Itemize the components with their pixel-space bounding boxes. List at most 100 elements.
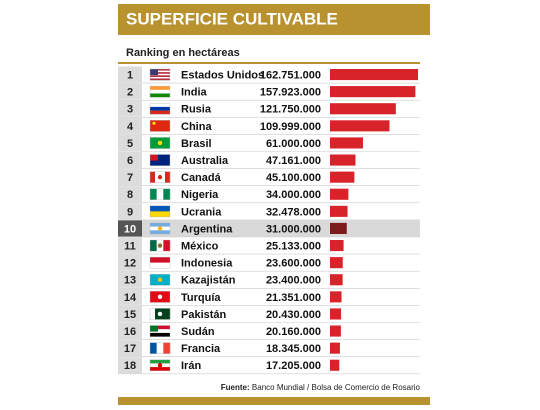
- flag-stripe: [150, 262, 170, 269]
- flag-border: [149, 359, 171, 372]
- flag-emblem: [157, 277, 163, 282]
- flag-stripe: [150, 257, 170, 263]
- value-label: 109.999.000: [260, 121, 321, 133]
- flag-stripe: [155, 171, 161, 183]
- country: Kazajistán: [181, 275, 236, 287]
- flag-stripe: [150, 75, 170, 78]
- value-label: 31.000.000: [266, 223, 321, 235]
- rank: 15: [124, 309, 136, 321]
- country: Sudán: [181, 326, 215, 338]
- value-label: 20.160.000: [266, 326, 321, 338]
- flag-stripe: [150, 240, 157, 252]
- flag: [149, 308, 171, 320]
- flag-emblem: [157, 174, 163, 180]
- rank: 16: [124, 326, 136, 338]
- flag-border: [149, 154, 171, 166]
- country: Estados Unidos: [181, 69, 264, 81]
- flag: [149, 359, 171, 372]
- rank: 7: [127, 172, 133, 184]
- flag-border: [149, 342, 171, 354]
- rank: 6: [127, 155, 133, 167]
- flag-border: [149, 274, 171, 286]
- flag-border: [149, 102, 171, 115]
- flag-stripe: [160, 171, 166, 183]
- flag-stripe: [163, 342, 171, 354]
- rank: 10: [124, 223, 136, 235]
- rank-cell: [118, 340, 142, 357]
- value-label: 23.600.000: [266, 258, 321, 270]
- country: China: [181, 121, 212, 133]
- bar: [330, 188, 349, 200]
- flag-stripe: [150, 110, 170, 115]
- flag: [149, 85, 171, 98]
- rank-cell: [118, 305, 142, 322]
- flag-border: [149, 222, 171, 235]
- flag-stripe: [160, 308, 166, 320]
- flag-border: [149, 85, 171, 98]
- flag: [149, 188, 171, 200]
- country: Brasil: [181, 138, 212, 150]
- title: SUPERFICIE CULTIVABLE: [126, 9, 338, 28]
- rank: 14: [124, 292, 137, 304]
- rank: 8: [127, 189, 133, 201]
- rank: 12: [124, 258, 136, 270]
- country: Ucrania: [181, 206, 222, 218]
- bar: [330, 205, 348, 217]
- value-label: 61.000.000: [266, 138, 321, 150]
- flag-stripe: [150, 93, 170, 98]
- country: Nigeria: [181, 189, 219, 201]
- country: Turquía: [181, 292, 221, 304]
- flag-stripe: [150, 230, 170, 235]
- value-label: 47.161.000: [266, 155, 321, 167]
- flag-stripe: [156, 342, 164, 354]
- rank-cell: [118, 288, 142, 305]
- flag-stripe: [150, 205, 170, 212]
- bar: [330, 359, 340, 371]
- flag: [149, 239, 171, 252]
- bottom-band: [118, 397, 430, 405]
- flag: [149, 154, 171, 166]
- flag: [149, 325, 171, 337]
- rank-cell: [118, 100, 142, 117]
- rank-cell: [118, 254, 142, 271]
- subtitle: Ranking en hectáreas: [126, 47, 240, 59]
- flag-stripe: [165, 308, 171, 320]
- rank: 2: [127, 87, 133, 99]
- rank-cell: [118, 357, 142, 374]
- flag-stripe: [156, 188, 164, 200]
- flag-border: [149, 205, 171, 218]
- flag: [149, 274, 171, 286]
- flag-border: [149, 120, 171, 132]
- bar: [330, 240, 344, 252]
- value-label: 121.750.000: [260, 104, 321, 116]
- flag-border: [149, 325, 171, 337]
- bar: [330, 274, 343, 286]
- value-label: 18.345.000: [266, 343, 321, 355]
- bar: [330, 325, 341, 337]
- flag-stripe: [155, 308, 161, 320]
- country: México: [181, 240, 219, 252]
- bar: [330, 86, 416, 98]
- flag-border: [149, 171, 171, 183]
- flag-emblem: [157, 243, 163, 248]
- flag: [149, 102, 171, 115]
- flag-border: [149, 68, 171, 81]
- flag-stripe: [150, 154, 170, 166]
- rank: 9: [127, 206, 133, 218]
- flag-star: [152, 121, 156, 125]
- flag-stripe: [150, 70, 170, 73]
- value-label: 21.351.000: [266, 292, 321, 304]
- flag-stripe: [150, 367, 170, 371]
- flag-border: [149, 137, 171, 149]
- bar: [330, 69, 418, 81]
- flag-emblem: [157, 311, 163, 317]
- rank-cell: [118, 117, 142, 134]
- rank: 18: [124, 360, 136, 372]
- source: Fuente: Banco Mundial / Bolsa de Comerci…: [221, 383, 421, 392]
- rank-cell: [118, 169, 142, 186]
- rank-cell: [118, 83, 142, 100]
- rank: 5: [127, 138, 133, 150]
- value-label: 20.430.000: [266, 309, 321, 321]
